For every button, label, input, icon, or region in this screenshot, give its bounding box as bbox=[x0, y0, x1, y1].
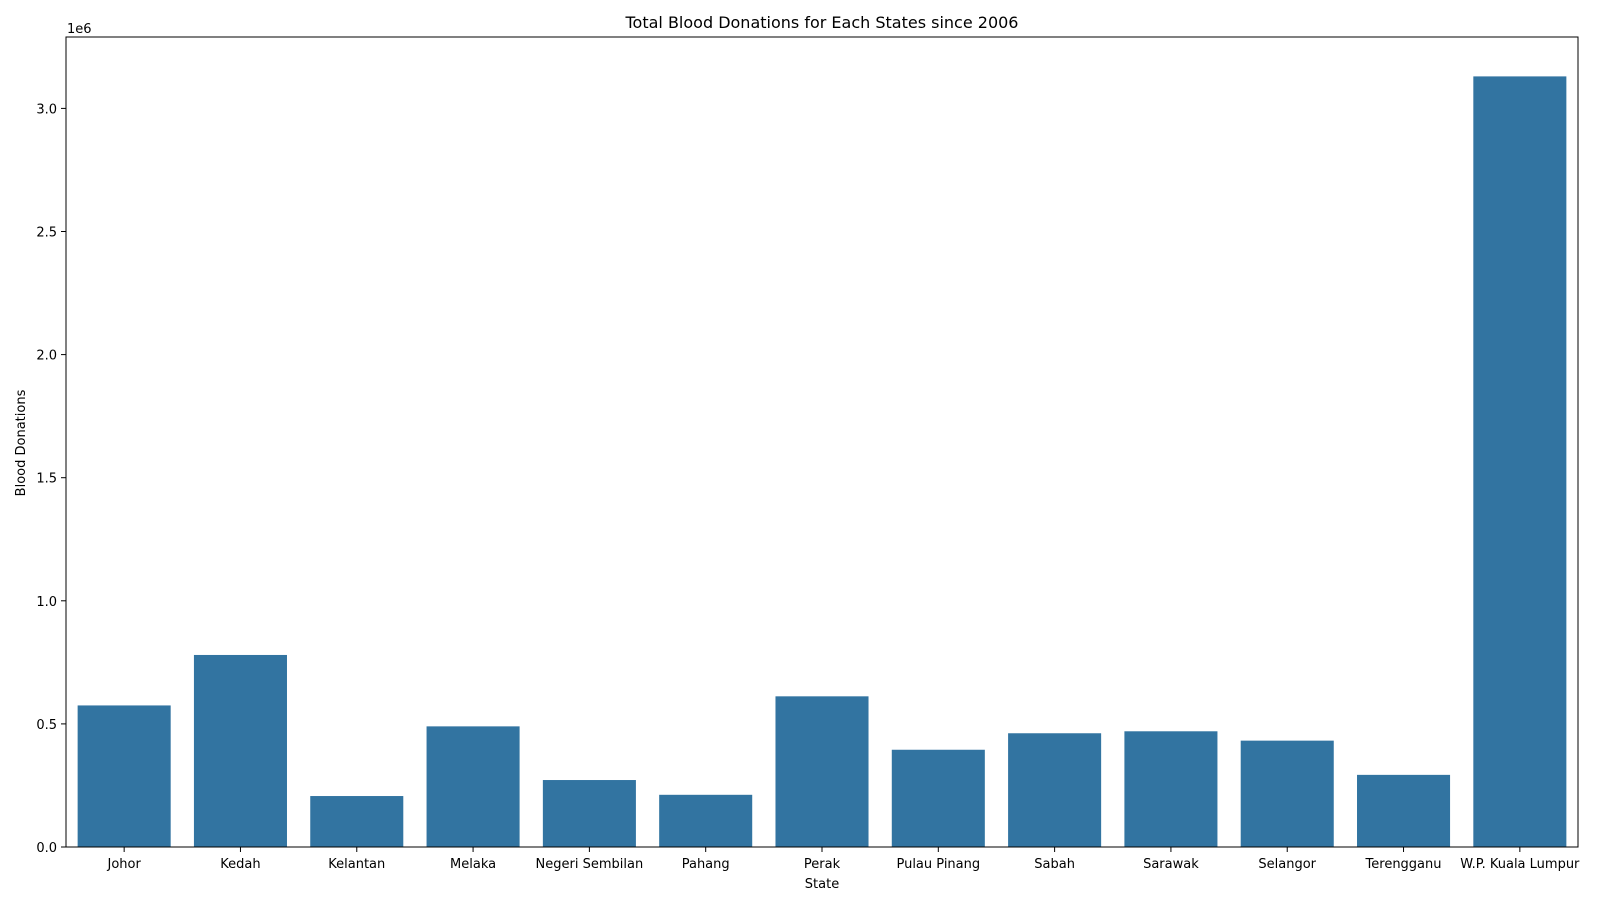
x-tick-label: Melaka bbox=[450, 857, 496, 872]
bar-negeri-sembilan bbox=[542, 780, 636, 847]
bar-selangor bbox=[1240, 740, 1334, 847]
bar-pahang bbox=[659, 794, 753, 847]
x-tick-label: Selangor bbox=[1258, 857, 1316, 872]
y-tick-label: 1.0 bbox=[36, 595, 57, 610]
y-tick-label: 3.0 bbox=[36, 102, 57, 117]
x-tick-label: Kedah bbox=[220, 857, 260, 872]
bar-sarawak bbox=[1124, 731, 1218, 847]
x-tick-label: Negeri Sembilan bbox=[536, 857, 644, 872]
y-tick-label: 2.0 bbox=[36, 349, 57, 364]
y-tick-label: 0.5 bbox=[36, 718, 57, 733]
bar-terengganu bbox=[1357, 774, 1451, 847]
y-axis-label: Blood Donations bbox=[14, 389, 29, 496]
x-tick-label: Pahang bbox=[682, 857, 730, 872]
y-axis-ticks: 0.0 0.5 1.0 1.5 2.0 2.5 3.0 bbox=[36, 102, 66, 856]
x-tick-label: Johor bbox=[106, 857, 141, 872]
x-tick-label: W.P. Kuala Lumpur bbox=[1460, 857, 1580, 872]
x-tick-label: Sabah bbox=[1034, 857, 1075, 872]
y-tick-label: 1.5 bbox=[36, 472, 57, 487]
plot-frame bbox=[65, 36, 1579, 848]
x-axis-ticks: Johor Kedah Kelantan Melaka Negeri Sembilan P… bbox=[106, 847, 1580, 872]
x-tick-label: Kelantan bbox=[328, 857, 385, 872]
x-tick-label: Pulau Pinang bbox=[896, 857, 980, 872]
bars-group bbox=[77, 76, 1567, 848]
bar-sabah bbox=[1008, 733, 1102, 847]
bar-johor bbox=[77, 705, 171, 847]
bar-pulau-pinang bbox=[891, 749, 985, 847]
y-axis-offset-label: 1e6 bbox=[67, 22, 92, 37]
bar-kedah bbox=[193, 654, 287, 847]
bar-w-p-kuala-lumpur bbox=[1473, 76, 1567, 848]
x-tick-label: Terengganu bbox=[1365, 857, 1442, 872]
bar-perak bbox=[775, 696, 869, 847]
y-tick-label: 0.0 bbox=[36, 841, 57, 856]
x-tick-label: Sarawak bbox=[1143, 857, 1199, 872]
x-axis-label: State bbox=[805, 877, 839, 892]
bar-melaka bbox=[426, 726, 520, 847]
chart-title: Total Blood Donations for Each States si… bbox=[625, 13, 1019, 32]
x-tick-label: Perak bbox=[804, 857, 841, 872]
y-tick-label: 2.5 bbox=[36, 225, 57, 240]
bar-kelantan bbox=[310, 796, 404, 847]
